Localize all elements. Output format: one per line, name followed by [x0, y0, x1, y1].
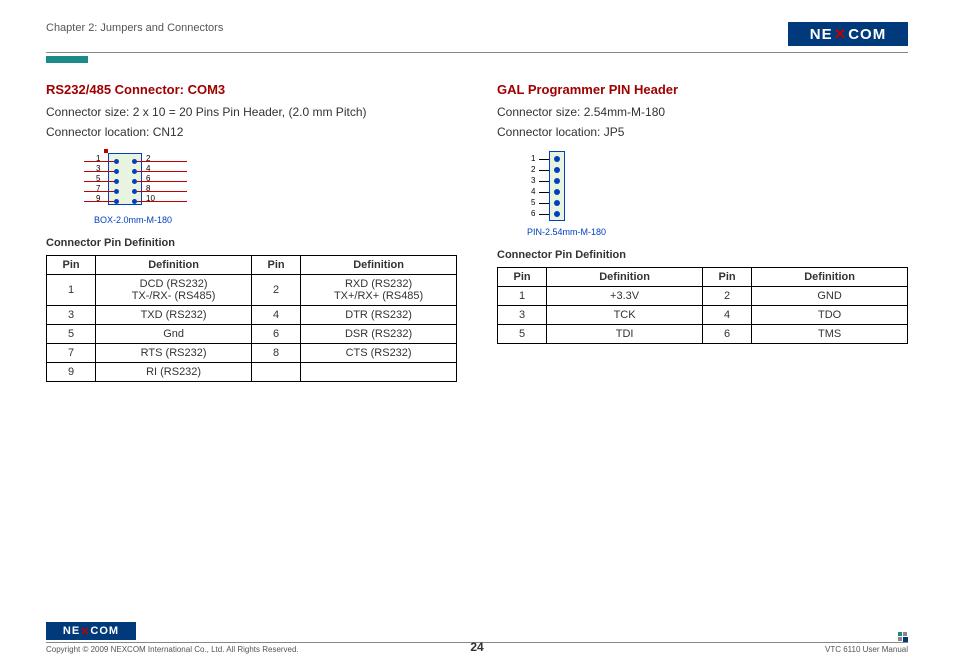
table-row: 1DCD (RS232)TX-/RX- (RS485)2RXD (RS232)T… — [47, 275, 457, 306]
th-def: Definition — [96, 256, 252, 275]
gal-pin-table: Pin Definition Pin Definition 1+3.3V2GND… — [497, 267, 908, 344]
table-cell: 1 — [498, 287, 547, 306]
table-row: 1+3.3V2GND — [498, 287, 908, 306]
table-cell: TMS — [752, 325, 908, 344]
table-cell: TDO — [752, 306, 908, 325]
gal-diagram: 123456 PIN-2.54mm-M-180 — [517, 151, 908, 237]
th-pin2: Pin — [702, 268, 751, 287]
com3-pin-table: Pin Definition Pin Definition 1DCD (RS23… — [46, 255, 457, 382]
table-cell: 8 — [251, 344, 300, 363]
page-footer: NE✕COM Copyright © 2009 NEXCOM Internati… — [46, 622, 908, 654]
table-header-row: Pin Definition Pin Definition — [498, 268, 908, 287]
gal-loc: Connector location: JP5 — [497, 123, 908, 141]
nexcom-logo-top: NE✕COM — [788, 22, 908, 46]
table-cell: DCD (RS232)TX-/RX- (RS485) — [96, 275, 252, 306]
table-row: 9RI (RS232) — [47, 363, 457, 382]
com3-loc: Connector location: CN12 — [46, 123, 457, 141]
com3-tbody: 1DCD (RS232)TX-/RX- (RS485)2RXD (RS232)T… — [47, 275, 457, 382]
table-cell: TDI — [547, 325, 703, 344]
gal-tbody: 1+3.3V2GND3TCK4TDO5TDI6TMS — [498, 287, 908, 344]
right-column: GAL Programmer PIN Header Connector size… — [497, 82, 908, 382]
header-rule — [46, 52, 908, 56]
table-cell: DTR (RS232) — [301, 306, 457, 325]
th-def: Definition — [547, 268, 703, 287]
table-cell: GND — [752, 287, 908, 306]
table-cell: +3.3V — [547, 287, 703, 306]
table-cell — [301, 363, 457, 382]
header-accent — [46, 56, 88, 63]
table-cell: RXD (RS232)TX+/RX+ (RS485) — [301, 275, 457, 306]
table-cell: 2 — [702, 287, 751, 306]
table-header-row: Pin Definition Pin Definition — [47, 256, 457, 275]
th-pin2: Pin — [251, 256, 300, 275]
table-cell: 2 — [251, 275, 300, 306]
table-cell: 3 — [498, 306, 547, 325]
manual-name: VTC 6110 User Manual — [825, 645, 908, 654]
content-area: RS232/485 Connector: COM3 Connector size… — [0, 56, 954, 382]
table-cell: 5 — [47, 325, 96, 344]
com3-diagram: 12345678910 BOX-2.0mm-M-180 — [66, 151, 457, 225]
table-cell — [251, 363, 300, 382]
gal-diagram-label: PIN-2.54mm-M-180 — [527, 227, 908, 237]
table-cell: 4 — [702, 306, 751, 325]
table-row: 5TDI6TMS — [498, 325, 908, 344]
corner-mark-icon — [898, 632, 908, 642]
table-cell: 6 — [702, 325, 751, 344]
table-row: 7RTS (RS232)8CTS (RS232) — [47, 344, 457, 363]
table-row: 5Gnd6DSR (RS232) — [47, 325, 457, 344]
table-cell: 4 — [251, 306, 300, 325]
left-column: RS232/485 Connector: COM3 Connector size… — [46, 82, 457, 382]
table-cell: CTS (RS232) — [301, 344, 457, 363]
gal-table-title: Connector Pin Definition — [497, 249, 908, 261]
table-cell: RTS (RS232) — [96, 344, 252, 363]
footer-line: Copyright © 2009 NEXCOM International Co… — [46, 642, 908, 654]
com3-diagram-label: BOX-2.0mm-M-180 — [94, 215, 457, 225]
table-row: 3TXD (RS232)4DTR (RS232) — [47, 306, 457, 325]
gal-connector-svg: 123456 — [517, 151, 597, 223]
th-def2: Definition — [301, 256, 457, 275]
gal-size: Connector size: 2.54mm-M-180 — [497, 103, 908, 121]
nexcom-logo-bottom: NE✕COM — [46, 622, 136, 640]
com3-connector-svg: 12345678910 — [66, 151, 206, 211]
table-cell: 9 — [47, 363, 96, 382]
table-cell: 6 — [251, 325, 300, 344]
table-cell: TXD (RS232) — [96, 306, 252, 325]
table-cell: 3 — [47, 306, 96, 325]
gal-title: GAL Programmer PIN Header — [497, 82, 908, 97]
th-pin: Pin — [47, 256, 96, 275]
com3-size: Connector size: 2 x 10 = 20 Pins Pin Hea… — [46, 103, 457, 121]
table-cell: 1 — [47, 275, 96, 306]
table-cell: 7 — [47, 344, 96, 363]
table-row: 3TCK4TDO — [498, 306, 908, 325]
chapter-title: Chapter 2: Jumpers and Connectors — [46, 22, 223, 34]
com3-table-title: Connector Pin Definition — [46, 237, 457, 249]
th-def2: Definition — [752, 268, 908, 287]
copyright-text: Copyright © 2009 NEXCOM International Co… — [46, 645, 299, 654]
th-pin: Pin — [498, 268, 547, 287]
page-header: Chapter 2: Jumpers and Connectors NE✕COM — [0, 0, 954, 46]
table-cell: 5 — [498, 325, 547, 344]
table-cell: RI (RS232) — [96, 363, 252, 382]
table-cell: DSR (RS232) — [301, 325, 457, 344]
table-cell: Gnd — [96, 325, 252, 344]
com3-title: RS232/485 Connector: COM3 — [46, 82, 457, 97]
page-number: 24 — [470, 640, 483, 654]
table-cell: TCK — [547, 306, 703, 325]
